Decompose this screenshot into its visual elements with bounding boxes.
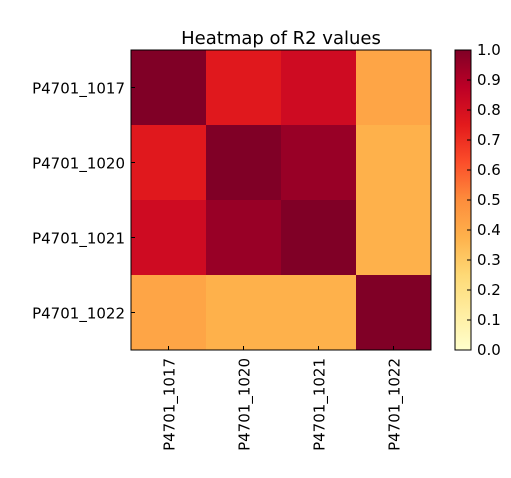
- heatmap-cell: [206, 125, 281, 200]
- column-label: P4701_1021: [311, 358, 330, 451]
- colorbar-tick-label: 0.4: [477, 221, 501, 239]
- heatmap-cell: [281, 275, 356, 350]
- heatmap-cell: [281, 200, 356, 275]
- heatmap-cell: [356, 125, 431, 200]
- heatmap-cell: [206, 50, 281, 125]
- colorbar-tick-label: 0.5: [477, 191, 501, 209]
- colorbar-tick-label: 0.1: [477, 311, 501, 329]
- row-label: P4701_1021: [32, 230, 125, 249]
- plot-frame: [130, 49, 432, 351]
- heatmap-cell: [356, 275, 431, 350]
- column-label: P4701_1017: [161, 358, 180, 451]
- heatmap-cell: [206, 200, 281, 275]
- colorbar: 0.0 0.1 0.2 0.3 0.4 0.5 0.6 0.7 0.8 0.9 1.0: [454, 41, 501, 359]
- colorbar-tick-label: 0.6: [477, 161, 501, 179]
- colorbar-tick-label: 0.3: [477, 251, 501, 269]
- colorbar-tick-label: 0.7: [477, 131, 501, 149]
- chart-title: Heatmap of R2 values: [181, 28, 381, 49]
- heatmap-cells: [130, 49, 432, 351]
- heatmap-cell: [131, 200, 206, 275]
- heatmap-cell: [356, 50, 431, 125]
- heatmap-cell: [131, 275, 206, 350]
- heatmap-cell: [131, 50, 206, 125]
- heatmap-cell: [281, 125, 356, 200]
- heatmap-cell: [281, 50, 356, 125]
- colorbar-tick-label: 0.0: [477, 341, 501, 359]
- heatmap-cell: [206, 275, 281, 350]
- column-labels: P4701_1017 P4701_1020 P4701_1021 P4701_1022: [161, 346, 405, 451]
- colorbar-tick-label: 0.9: [477, 71, 501, 89]
- heatmap-cell: [131, 125, 206, 200]
- colorbar-ticks: 0.0 0.1 0.2 0.3 0.4 0.5 0.6 0.7 0.8 0.9 1.0: [467, 41, 501, 359]
- colorbar-tick-label: 1.0: [477, 41, 501, 59]
- heatmap-cell: [356, 200, 431, 275]
- colorbar-tick-label: 0.8: [477, 101, 501, 119]
- colorbar-tick-label: 0.2: [477, 281, 501, 299]
- column-label: P4701_1022: [386, 358, 405, 451]
- row-labels: P4701_1017 P4701_1020 P4701_1021 P4701_1022: [32, 80, 135, 324]
- row-label: P4701_1020: [32, 155, 125, 174]
- row-label: P4701_1017: [32, 80, 125, 99]
- row-label: P4701_1022: [32, 305, 125, 324]
- column-label: P4701_1020: [236, 358, 255, 451]
